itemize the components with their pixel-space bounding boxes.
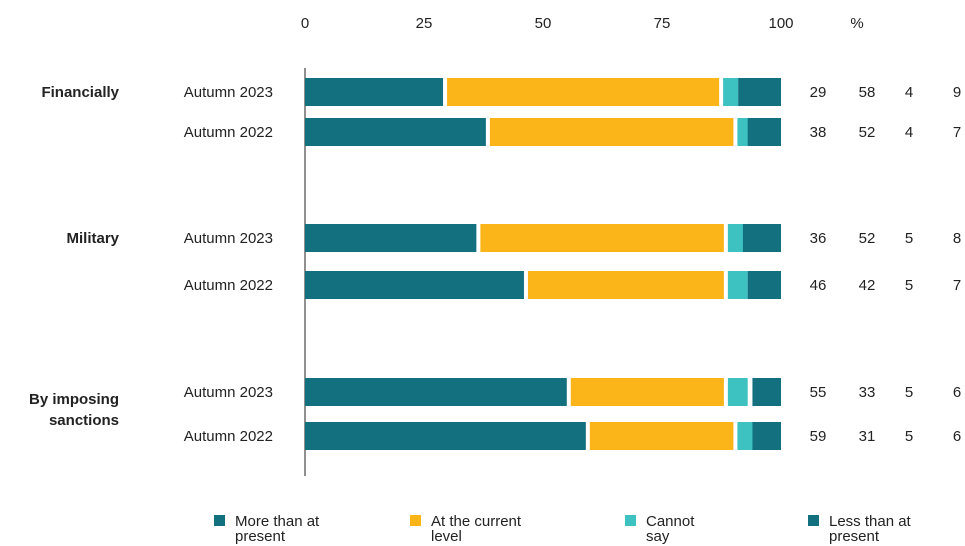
legend-label: Cannot: [646, 513, 695, 530]
legend-label: At the current: [431, 513, 522, 530]
x-tick-label: 50: [535, 15, 552, 32]
data-label: 9: [953, 84, 961, 101]
data-label: 29: [810, 84, 827, 101]
unit-label: %: [850, 15, 863, 32]
bar-segment: [737, 422, 758, 450]
bar-segment: [305, 378, 567, 406]
data-label: 33: [859, 384, 876, 401]
row-label: Autumn 2022: [184, 428, 273, 445]
legend-label: More than at: [235, 513, 320, 530]
bar-segment: [742, 224, 781, 252]
x-tick-label: 25: [416, 15, 433, 32]
row-label: Autumn 2023: [184, 230, 273, 247]
data-label: 52: [859, 230, 876, 247]
bar-segment: [489, 118, 734, 146]
bar-segment: [589, 422, 734, 450]
group-label: sanctions: [49, 412, 119, 429]
bar-segment: [747, 118, 781, 146]
data-label: 52: [859, 124, 876, 141]
bar-segment: [527, 271, 724, 299]
legend-label: level: [431, 528, 462, 545]
data-label: 5: [905, 230, 913, 247]
bar-segment: [752, 422, 781, 450]
legend-swatch: [808, 515, 819, 526]
data-label: 31: [859, 428, 876, 445]
bar-segment: [747, 271, 781, 299]
legend-label: present: [829, 528, 880, 545]
bar-segment: [752, 378, 781, 406]
data-label: 4: [905, 84, 913, 101]
group-label: By imposing: [29, 391, 119, 408]
data-label: 6: [953, 428, 961, 445]
data-label: 58: [859, 84, 876, 101]
legend-swatch: [410, 515, 421, 526]
legend-label: Less than at: [829, 513, 912, 530]
bar-segment: [727, 271, 748, 299]
bar-segment: [305, 78, 444, 106]
data-label: 5: [905, 428, 913, 445]
data-label: 5: [905, 384, 913, 401]
group-label: Military: [66, 230, 119, 247]
data-label: 46: [810, 277, 827, 294]
bar-segment: [305, 118, 486, 146]
bar-segment: [480, 224, 724, 252]
bar-segment: [570, 378, 724, 406]
data-label: 7: [953, 277, 961, 294]
data-label: 6: [953, 384, 961, 401]
data-label: 8: [953, 230, 961, 247]
bar-segment: [305, 422, 586, 450]
bar-segment: [447, 78, 720, 106]
legend-swatch: [214, 515, 225, 526]
bar-segment: [738, 78, 781, 106]
legend-label: present: [235, 528, 286, 545]
x-tick-label: 0: [301, 15, 309, 32]
data-label: 7: [953, 124, 961, 141]
data-label: 38: [810, 124, 827, 141]
legend-label: say: [646, 528, 670, 545]
data-label: 59: [810, 428, 827, 445]
row-label: Autumn 2022: [184, 277, 273, 294]
data-label: 36: [810, 230, 827, 247]
data-label: 4: [905, 124, 913, 141]
bar-segment: [727, 224, 748, 252]
data-label: 5: [905, 277, 913, 294]
bar-segment: [723, 78, 739, 106]
bar-segment: [305, 271, 524, 299]
bar-segment: [727, 378, 748, 406]
bar-segment: [305, 224, 477, 252]
data-label: 42: [859, 277, 876, 294]
x-tick-label: 100: [768, 15, 793, 32]
data-label: 55: [810, 384, 827, 401]
row-label: Autumn 2023: [184, 84, 273, 101]
legend-swatch: [625, 515, 636, 526]
group-label: Financially: [41, 84, 119, 101]
row-label: Autumn 2023: [184, 384, 273, 401]
x-tick-label: 75: [654, 15, 671, 32]
row-label: Autumn 2022: [184, 124, 273, 141]
